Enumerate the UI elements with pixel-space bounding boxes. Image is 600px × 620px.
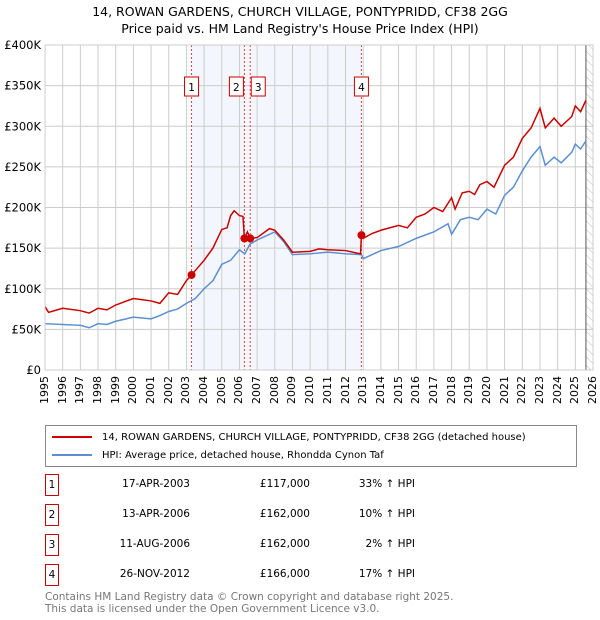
- footer-line-2: This data is licensed under the Open Gov…: [45, 603, 380, 615]
- sale-label-box: [353, 76, 369, 97]
- sale-label-box: [184, 76, 200, 97]
- legend-item-property: 14, ROWAN GARDENS, CHURCH VILLAGE, PONTY…: [52, 428, 526, 446]
- footer-line-1: Contains HM Land Registry data © Crown c…: [45, 591, 454, 603]
- x-tick-label: 2009: [285, 376, 299, 404]
- y-tick-label: £100K: [4, 282, 41, 296]
- legend-label: HPI: Average price, detached house, Rhon…: [102, 449, 384, 461]
- sale-date: 13-APR-2006: [122, 508, 190, 520]
- sale-point: [240, 234, 249, 243]
- sale-label: 1: [188, 82, 195, 94]
- x-tick-label: 2025: [568, 376, 582, 404]
- y-tick-label: £150K: [4, 241, 41, 255]
- x-tick-label: 2004: [197, 376, 211, 404]
- sale-label-box: [228, 76, 244, 97]
- y-tick-label: £350K: [4, 79, 41, 93]
- y-tick-label: £50K: [12, 322, 42, 336]
- x-tick-label: 2019: [462, 376, 476, 404]
- x-tick-label: 2020: [479, 376, 493, 404]
- sale-date: 17-APR-2003: [122, 478, 190, 490]
- chart-title: 14, ROWAN GARDENS, CHURCH VILLAGE, PONTY…: [92, 4, 508, 19]
- sale-marker-label: 1: [45, 474, 59, 496]
- x-tick-label: 2005: [214, 376, 228, 404]
- y-tick-label: £250K: [4, 160, 41, 174]
- x-tick-label: 2017: [426, 376, 440, 404]
- x-tick-label: 2012: [338, 376, 352, 404]
- sale-hpi-diff: 17% ↑ HPI: [358, 568, 415, 580]
- x-tick-label: 2008: [267, 376, 281, 404]
- sale-marker-label: 2: [45, 504, 59, 526]
- hpi-line: [44, 140, 587, 329]
- y-tick-label: £300K: [4, 119, 41, 133]
- y-tick-label: £400K: [4, 38, 41, 52]
- x-tick-label: 2002: [161, 376, 175, 404]
- sale-label: 4: [358, 82, 365, 94]
- x-tick-label: 1998: [91, 376, 105, 404]
- sale-price: £162,000: [259, 508, 310, 520]
- sale-date: 11-AUG-2006: [119, 538, 190, 550]
- sale-point: [357, 231, 366, 240]
- forecast-hatch: [585, 45, 593, 370]
- x-tick-label: 2011: [320, 376, 334, 404]
- x-tick-label: 1996: [55, 376, 69, 404]
- sale-price: £166,000: [259, 568, 310, 580]
- y-tick-label: £0: [26, 363, 41, 376]
- legend: 14, ROWAN GARDENS, CHURCH VILLAGE, PONTY…: [45, 425, 577, 467]
- sale-price: £117,000: [259, 478, 310, 490]
- x-tick-label: 2021: [497, 376, 511, 404]
- x-tick-label: 2022: [515, 376, 529, 404]
- x-tick-label: 2015: [391, 376, 405, 404]
- sale-date: 26-NOV-2012: [119, 568, 190, 580]
- footer: Contains HM Land Registry data © Crown c…: [45, 591, 453, 615]
- x-tick-label: 2013: [356, 376, 370, 404]
- sale-row: 4 26-NOV-2012 £166,000 17% ↑ HPI: [45, 564, 545, 586]
- x-tick-label: 2014: [373, 376, 387, 404]
- legend-swatch-red: [52, 436, 92, 438]
- sale-hpi-diff: 2% ↑ HPI: [365, 538, 415, 550]
- sale-row: 1 17-APR-2003 £117,000 33% ↑ HPI: [45, 474, 545, 496]
- x-tick-label: 2026: [586, 376, 599, 404]
- x-tick-label: 1995: [38, 376, 51, 404]
- plot-border: [44, 44, 594, 371]
- sale-point: [187, 270, 196, 279]
- x-tick-label: 2016: [409, 376, 423, 404]
- x-tick-label: 2007: [250, 376, 264, 404]
- x-tick-label: 2001: [144, 376, 158, 404]
- chart-subtitle: Price paid vs. HM Land Registry's House …: [121, 21, 479, 36]
- sale-point: [246, 234, 255, 243]
- property-price-line: [44, 99, 587, 314]
- x-tick-label: 2006: [232, 376, 246, 404]
- x-tick-label: 2023: [532, 376, 546, 404]
- legend-item-hpi: HPI: Average price, detached house, Rhon…: [52, 446, 384, 464]
- sale-label: 2: [233, 82, 240, 94]
- sale-marker-label: 4: [45, 564, 59, 586]
- sale-label: 3: [255, 82, 262, 94]
- sale-price: £162,000: [259, 538, 310, 550]
- legend-label: 14, ROWAN GARDENS, CHURCH VILLAGE, PONTY…: [102, 431, 526, 443]
- legend-swatch-blue: [52, 454, 92, 456]
- sale-label-box: [250, 76, 266, 97]
- sale-row: 3 11-AUG-2006 £162,000 2% ↑ HPI: [45, 534, 545, 556]
- x-tick-label: 1999: [108, 376, 122, 404]
- x-tick-label: 1997: [73, 376, 87, 404]
- x-tick-label: 2003: [179, 376, 193, 404]
- sale-hpi-diff: 33% ↑ HPI: [358, 478, 415, 490]
- x-tick-label: 2000: [126, 376, 140, 404]
- sale-hpi-diff: 10% ↑ HPI: [358, 508, 415, 520]
- x-tick-label: 2010: [303, 376, 317, 404]
- plot-area: £0 £50K £100K £150K £200K £250K £300K £350K £400…: [4, 38, 594, 376]
- y-tick-label: £200K: [4, 201, 41, 215]
- x-tick-label: 2024: [550, 376, 564, 404]
- sale-marker-label: 3: [45, 534, 59, 556]
- x-tick-label: 2018: [444, 376, 458, 404]
- sale-row: 2 13-APR-2006 £162,000 10% ↑ HPI: [45, 504, 545, 526]
